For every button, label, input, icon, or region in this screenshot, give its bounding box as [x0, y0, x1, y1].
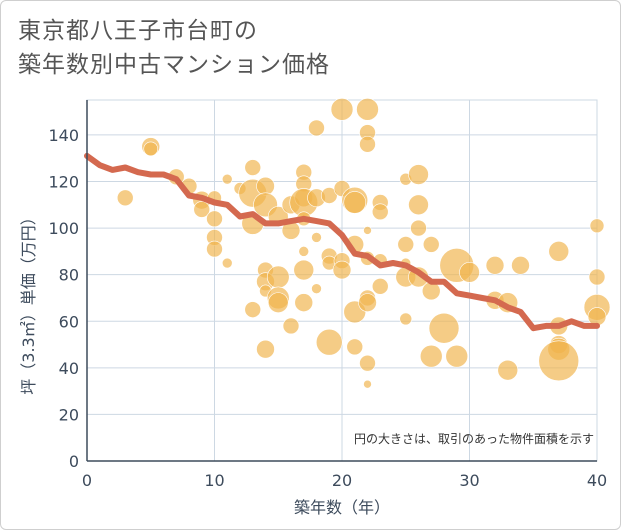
bubble-point [538, 340, 580, 382]
bubble-point [419, 344, 443, 368]
bubble-point [256, 339, 275, 359]
bubble-point [346, 338, 364, 356]
y-axis-label: 坪（3.3㎡）単価（万円） [19, 209, 38, 394]
bubble-point [359, 135, 376, 153]
y-tick-label: 140 [48, 126, 79, 145]
bubble-point [485, 256, 505, 275]
bubble-point [256, 176, 275, 196]
bubble-point [371, 278, 389, 295]
bubble-point [363, 226, 372, 235]
y-tick-label: 20 [59, 405, 79, 424]
y-tick-label: 120 [48, 173, 79, 192]
bubble-point [356, 98, 379, 121]
bubble-point [143, 141, 159, 157]
bubble-point [244, 301, 262, 318]
x-tick-label: 30 [459, 471, 479, 490]
bubble-point [332, 260, 352, 280]
title-line-2: 築年数別中古マンション価格 [18, 52, 330, 78]
bubble-point [267, 292, 289, 313]
bubble-point [397, 236, 415, 253]
bubble-point [266, 265, 290, 289]
x-tick-label: 40 [587, 471, 607, 490]
tick-labels: 0 20 40 60 80 100 120 140 0 10 20 30 40 [48, 126, 607, 490]
bubble-point [511, 256, 530, 275]
bubble-point [193, 201, 211, 218]
trend-line [84, 152, 600, 332]
bubble-point [445, 344, 469, 368]
y-tick-label: 0 [69, 452, 79, 471]
y-tick-label: 80 [59, 266, 79, 285]
bubble-point [410, 219, 427, 237]
y-tick-label: 60 [59, 312, 79, 331]
x-axis-label: 築年数（年） [294, 498, 390, 517]
x-tick-label: 0 [82, 471, 92, 490]
bubble-point [343, 191, 367, 214]
bubble-point [221, 173, 233, 185]
bubble-point [588, 268, 606, 286]
bubble-point [282, 317, 300, 335]
chart-title: 東京都八王子市台町の 築年数別中古マンション価格 [18, 14, 330, 82]
bubble-point [359, 354, 376, 372]
bubble-point [408, 194, 429, 216]
bubble-point [330, 98, 354, 121]
axes [86, 100, 597, 462]
bubble-point [428, 312, 460, 344]
bubble-point [294, 293, 314, 312]
bubble-point [548, 241, 570, 262]
bubble-size-note: 円の大きさは、取引のあった物件面積を示す [354, 431, 594, 446]
bubble-point [363, 379, 372, 389]
bubble-point [315, 328, 343, 356]
bubble-point [371, 203, 389, 221]
x-tick-label: 20 [332, 471, 352, 490]
bubble-point [320, 187, 338, 204]
grid-lines [86, 99, 598, 462]
bubble-point [221, 257, 233, 269]
bubble-point [408, 164, 429, 185]
bubble-point [497, 359, 519, 381]
y-tick-label: 40 [59, 359, 79, 378]
bubbles [116, 98, 611, 389]
bubble-point [116, 189, 134, 207]
bubble-point [244, 159, 262, 176]
bubble-point [293, 259, 315, 281]
bubble-point [206, 240, 223, 258]
bubble-point [298, 246, 310, 257]
bubble-point [206, 210, 223, 228]
x-tick-label: 10 [204, 471, 224, 490]
bubble-point [459, 262, 480, 283]
bubble-point [589, 218, 605, 234]
bubble-point [358, 293, 377, 312]
title-line-1: 東京都八王子市台町の [18, 18, 258, 44]
bubble-point [311, 232, 322, 243]
bubble-point [308, 119, 325, 137]
bubble-point [399, 312, 413, 326]
y-tick-label: 100 [48, 219, 79, 238]
bubble-point [422, 236, 440, 253]
bubble-point [311, 283, 322, 294]
